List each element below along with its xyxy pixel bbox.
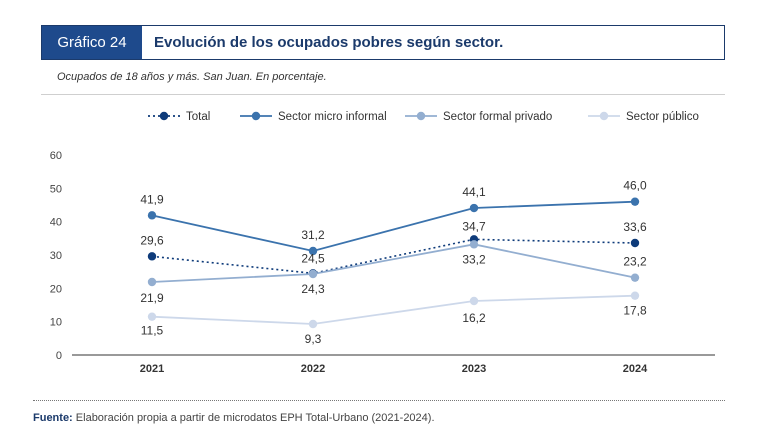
data-label: 24,3 xyxy=(301,282,325,296)
footnote: Fuente: Elaboración propia a partir de m… xyxy=(33,412,435,424)
data-label: 9,3 xyxy=(305,332,322,346)
data-label: 46,0 xyxy=(623,179,647,193)
legend-label: Sector micro informal xyxy=(278,111,387,123)
data-label: 44,1 xyxy=(462,185,486,199)
data-point xyxy=(630,291,640,300)
data-point xyxy=(147,312,157,321)
legend-marker-0 xyxy=(159,111,169,121)
data-label: 33,6 xyxy=(623,220,647,234)
y-tick-label: 20 xyxy=(50,283,62,295)
legend-marker-2 xyxy=(416,111,426,121)
legend-label: Sector formal privado xyxy=(443,111,552,123)
series-line-3 xyxy=(151,294,636,325)
data-point xyxy=(630,238,640,248)
y-tick-label: 60 xyxy=(50,150,62,162)
data-label: 11,5 xyxy=(141,324,164,338)
subtitle-divider xyxy=(41,94,725,95)
chart-title: Evolución de los ocupados pobres según s… xyxy=(154,34,504,51)
chart-number: Gráfico 24 xyxy=(42,26,142,59)
data-label: 16,2 xyxy=(462,311,486,325)
data-point xyxy=(308,269,318,279)
y-tick-label: 40 xyxy=(50,217,62,229)
series-line-2 xyxy=(151,243,636,283)
footnote-divider xyxy=(33,400,725,401)
data-point xyxy=(308,246,318,256)
footnote-text: Elaboración propia a partir de microdato… xyxy=(72,412,435,424)
y-tick-label: 50 xyxy=(50,183,62,195)
data-label: 41,9 xyxy=(140,192,164,206)
data-point xyxy=(469,203,479,213)
series-line-0 xyxy=(151,238,636,275)
data-label: 29,6 xyxy=(140,233,164,247)
chart-series xyxy=(147,197,640,329)
legend-marker-3 xyxy=(599,111,609,121)
data-point xyxy=(630,273,640,282)
legend-label: Sector público xyxy=(626,111,699,123)
legend-marker-1 xyxy=(251,111,261,121)
chart-legend: Total Sector micro informal Sector formal … xyxy=(148,111,699,123)
data-label: 24,5 xyxy=(301,251,325,265)
x-axis: 2021 2022 2023 2024 xyxy=(72,354,715,375)
chart-subtitle: Ocupados de 18 años y más. San Juan. En … xyxy=(57,71,327,83)
data-point xyxy=(469,296,479,306)
data-label: 33,2 xyxy=(462,252,486,266)
data-point xyxy=(630,197,640,206)
footnote-label: Fuente: xyxy=(33,412,73,424)
x-tick-label: 2022 xyxy=(301,363,325,375)
x-tick-label: 2021 xyxy=(140,363,164,375)
y-tick-label: 10 xyxy=(50,317,62,329)
data-point xyxy=(147,211,157,220)
y-tick-label: 30 xyxy=(50,250,62,262)
x-tick-label: 2023 xyxy=(462,363,486,375)
data-label: 17,8 xyxy=(623,304,647,318)
series-line-1 xyxy=(151,200,636,252)
data-point xyxy=(147,252,157,261)
data-label: 21,9 xyxy=(140,291,164,305)
line-chart: Total Sector micro informal Sector formal … xyxy=(50,111,715,375)
chart-header: Gráfico 24 Evolución de los ocupados pob… xyxy=(41,25,725,60)
data-label: 31,2 xyxy=(301,228,325,242)
data-labels: 29,6 24,5 34,7 33,6 41,9 31,2 44,1 46,0 21,9 24,3… xyxy=(140,179,647,346)
legend-label: Total xyxy=(186,111,210,123)
y-axis: 0 10 20 30 40 50 60 xyxy=(50,150,62,362)
data-label: 23,2 xyxy=(623,255,647,269)
data-point xyxy=(147,277,157,287)
x-tick-label: 2024 xyxy=(623,363,648,375)
data-point xyxy=(308,319,318,329)
data-label: 34,7 xyxy=(462,219,486,233)
y-tick-label: 0 xyxy=(56,350,62,362)
data-point xyxy=(469,240,479,249)
